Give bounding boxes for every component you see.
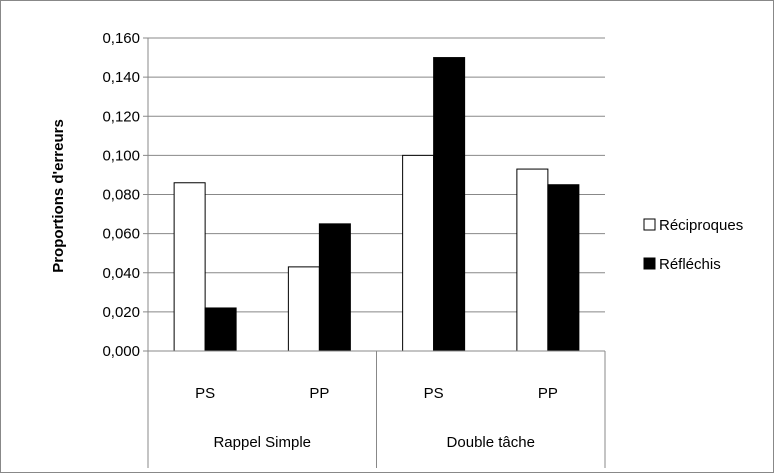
bar-r-fl-chis — [433, 57, 466, 352]
group-label: Rappel Simple — [213, 434, 311, 451]
y-tick-label: 0,000 — [102, 343, 140, 360]
y-tick-label: 0,160 — [102, 30, 140, 47]
x-tick-label: PS — [195, 385, 215, 402]
group-labels: Rappel Simple Double tâche — [213, 434, 534, 451]
y-tick-labels: 0,000 0,020 0,040 0,060 0,080 0,100 0,120 0,140… — [102, 30, 140, 360]
bar-r-ciproques — [287, 266, 320, 352]
axes — [143, 37, 606, 468]
legend: Réciproques Réfléchis — [643, 217, 743, 273]
y-tick-label: 0,140 — [102, 69, 140, 86]
y-tick-label: 0,100 — [102, 147, 140, 164]
bar-r-ciproques — [402, 154, 435, 352]
legend-swatch — [643, 218, 656, 231]
bars — [173, 57, 580, 352]
group-label: Double tâche — [447, 434, 535, 451]
y-axis-label: Proportions d'erreurs — [50, 119, 67, 273]
y-tick-label: 0,060 — [102, 226, 140, 243]
x-tick-labels: PS PP PS PP — [195, 385, 558, 402]
y-tick-label: 0,080 — [102, 187, 140, 204]
bar-r-fl-chis — [204, 307, 237, 352]
y-tick-label: 0,120 — [102, 108, 140, 125]
y-tick-label: 0,040 — [102, 265, 140, 282]
y-tick-label: 0,020 — [102, 304, 140, 321]
bar-r-ciproques — [173, 182, 206, 352]
x-tick-label: PS — [424, 385, 444, 402]
x-tick-label: PP — [309, 385, 329, 402]
x-tick-label: PP — [538, 385, 558, 402]
legend-label: Réciproques — [659, 217, 743, 234]
legend-swatch — [643, 257, 656, 270]
bar-r-fl-chis — [318, 223, 351, 352]
legend-label: Réfléchis — [659, 256, 721, 273]
bar-r-fl-chis — [547, 184, 580, 352]
bar-r-ciproques — [516, 168, 549, 352]
